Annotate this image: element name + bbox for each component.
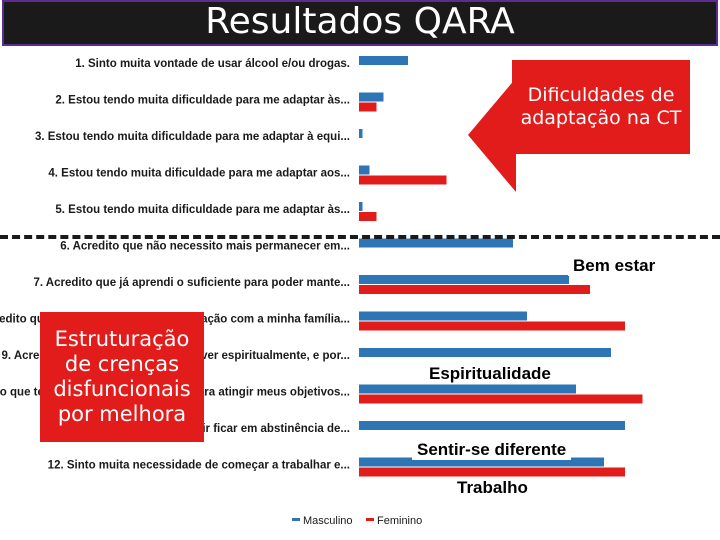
callout-adaptation: Dificuldades de adaptação na CT — [512, 60, 690, 154]
category-label: 6. Acredito que não necessito mais perma… — [60, 241, 350, 253]
category-label: 2. Estou tendo muita dificuldade para me… — [55, 95, 350, 107]
legend-swatch — [292, 518, 300, 521]
tag-trabalho: Trabalho — [452, 478, 533, 498]
bar-masculino — [359, 165, 370, 175]
bar-feminino — [359, 285, 590, 294]
title-bar — [2, 0, 718, 46]
bar-feminino — [359, 394, 643, 404]
bar-feminino — [359, 212, 377, 221]
bar-masculino — [359, 348, 611, 357]
bar-masculino — [359, 202, 363, 211]
callout-beliefs: Estruturação de crenças disfuncionais po… — [40, 312, 204, 442]
bar-masculino — [359, 457, 604, 467]
legend-label: Feminino — [377, 515, 422, 527]
category-label: 4. Estou tendo muita dificuldade para me… — [48, 168, 350, 180]
bar-masculino — [359, 311, 527, 321]
category-label: 12. Sinto muita necessidade de começar a… — [48, 460, 350, 472]
legend-label: Masculino — [303, 515, 353, 527]
bar-feminino — [359, 102, 377, 112]
bar-feminino — [359, 467, 625, 477]
category-label: 7. Acredito que já aprendi o suficiente … — [33, 277, 350, 289]
bar-feminino — [359, 175, 447, 185]
bar-masculino — [359, 56, 408, 65]
section-divider — [0, 235, 720, 239]
bar-feminino — [359, 321, 625, 331]
bar-masculino — [359, 421, 625, 430]
category-label: 1. Sinto muita vontade de usar álcool e/… — [75, 58, 350, 70]
bar-chart: 1. Sinto muita vontade de usar álcool e/… — [0, 56, 643, 527]
tag-bem-estar: Bem estar — [568, 256, 661, 276]
bar-masculino — [359, 275, 569, 284]
left-arrow-icon — [468, 78, 516, 192]
category-label: 5. Estou tendo muita dificuldade para me… — [55, 204, 350, 216]
tag-sentir-diferente: Sentir-se diferente — [412, 440, 572, 460]
bar-masculino — [359, 129, 363, 138]
slide-title: Resultados QARA — [205, 1, 515, 42]
bar-masculino — [359, 384, 576, 394]
bar-masculino — [359, 238, 513, 248]
tag-espiritualidade: Espiritualidade — [424, 364, 556, 384]
category-label: 3. Estou tendo muita dificuldade para me… — [35, 131, 350, 143]
legend-swatch — [366, 518, 374, 521]
bar-masculino — [359, 92, 384, 102]
